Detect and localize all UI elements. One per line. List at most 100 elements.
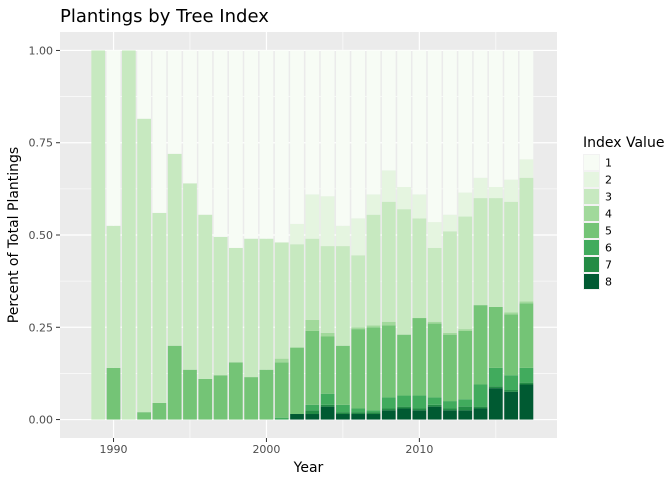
bar-segment-index-1 — [244, 50, 259, 239]
legend-title: Index Value — [583, 135, 664, 151]
bar-segment-index-6 — [458, 399, 473, 407]
bar-segment-index-3 — [137, 118, 151, 413]
y-tick-label: 1.00 — [29, 44, 54, 57]
bar-segment-index-7 — [397, 406, 411, 409]
bar-segment-index-7 — [488, 386, 503, 389]
bar-segment-index-3 — [336, 246, 350, 346]
x-axis-title: Year — [293, 460, 324, 476]
bar-segment-index-8 — [290, 414, 304, 420]
bar-segment-index-5 — [366, 327, 381, 411]
x-axis: 1990 2000 2010 — [100, 438, 433, 456]
bar-segment-index-5 — [381, 325, 396, 398]
legend-label-6: 6 — [605, 242, 612, 255]
x-tick-label: 1990 — [100, 443, 128, 456]
bar-segment-index-3 — [366, 214, 381, 326]
bar-segment-index-5 — [504, 314, 518, 376]
legend-swatch-6 — [584, 240, 599, 255]
bar-segment-index-1 — [106, 50, 121, 226]
x-tick-label: 2010 — [405, 443, 433, 456]
bar-segment-index-8 — [473, 408, 488, 420]
bar-segment-index-2 — [504, 179, 518, 202]
bar-segment-index-2 — [488, 187, 503, 199]
bar-segment-index-6 — [336, 404, 350, 413]
bar-segment-index-3 — [488, 198, 503, 307]
x-tick-label: 2000 — [252, 443, 280, 456]
bar-segment-index-6 — [320, 393, 335, 405]
bar-segment-index-5 — [244, 377, 259, 420]
bar-segment-index-1 — [167, 50, 182, 154]
bar-segment-index-4 — [320, 332, 335, 337]
bar-segment-index-3 — [458, 216, 473, 330]
bar-segment-index-7 — [336, 412, 350, 415]
bar-segment-index-7 — [412, 408, 427, 411]
bar-segment-index-6 — [274, 417, 289, 420]
bar-segment-index-1 — [152, 50, 167, 213]
bar-segment-index-3 — [259, 238, 274, 370]
bar-segment-index-8 — [504, 391, 518, 420]
bar-segment-index-3 — [381, 201, 396, 322]
bar-segment-index-1 — [274, 50, 289, 243]
bar-segment-index-1 — [519, 50, 534, 160]
bar-segment-index-8 — [412, 410, 427, 420]
bar-segment-index-5 — [259, 369, 274, 420]
bar-segment-index-5 — [106, 367, 121, 420]
bar-segment-index-8 — [397, 408, 411, 420]
bar-segment-index-2 — [519, 159, 534, 178]
bar-segment-index-4 — [427, 321, 442, 324]
bar-segment-index-6 — [427, 397, 442, 405]
bar-segment-index-2 — [305, 194, 320, 239]
chart-title: Plantings by Tree Index — [60, 6, 269, 27]
bar-segment-index-1 — [351, 50, 366, 219]
bar-segment-index-3 — [320, 246, 335, 333]
bar-segment-index-5 — [412, 318, 427, 396]
y-tick-label: 0.75 — [29, 137, 54, 150]
bar-segment-index-8 — [336, 414, 350, 420]
bar-segment-index-3 — [290, 244, 304, 348]
bar-segment-index-5 — [137, 412, 151, 420]
bar-segment-index-1 — [336, 50, 350, 226]
bar-segment-index-1 — [259, 50, 274, 239]
bar-segment-index-2 — [351, 218, 366, 256]
legend-label-8: 8 — [605, 276, 612, 289]
bar-segment-index-5 — [427, 323, 442, 398]
bar-segment-index-1 — [366, 50, 381, 195]
bar-segment-index-3 — [198, 214, 213, 379]
bar-segment-index-5 — [473, 305, 488, 385]
bar-segment-index-7 — [305, 410, 320, 415]
bar-segment-index-5 — [336, 345, 350, 405]
bar-segment-index-6 — [412, 395, 427, 409]
bar-segment-index-1 — [443, 50, 457, 215]
legend-swatch-8 — [584, 274, 599, 289]
bar-segment-index-1 — [412, 50, 427, 195]
bar-segment-index-2 — [458, 192, 473, 217]
bar-segment-index-3 — [504, 201, 518, 313]
legend-label-5: 5 — [605, 225, 612, 238]
bar-segment-index-8 — [381, 410, 396, 420]
bar-segment-index-5 — [458, 330, 473, 400]
bar-segment-index-6 — [366, 410, 381, 413]
bar-segment-index-3 — [519, 177, 534, 302]
bar-segment-index-5 — [198, 378, 213, 420]
bar-segment-index-1 — [305, 50, 320, 195]
legend-label-4: 4 — [605, 208, 612, 221]
bar-segment-index-8 — [366, 414, 381, 420]
bar-segment-index-8 — [519, 384, 534, 420]
bar-segment-index-5 — [519, 303, 534, 368]
bar-segment-index-3 — [106, 225, 121, 368]
bar-segment-index-2 — [397, 187, 411, 210]
bar-segment-index-3 — [274, 242, 289, 359]
bar-segment-index-4 — [381, 321, 396, 326]
bar-segment-index-2 — [381, 170, 396, 202]
bars — [91, 50, 534, 420]
legend-swatch-7 — [584, 257, 599, 272]
bar-segment-index-1 — [473, 50, 488, 178]
bar-segment-index-8 — [427, 406, 442, 420]
y-tick-label: 0.25 — [29, 321, 54, 334]
bar-segment-index-2 — [443, 214, 457, 232]
bar-segment-index-5 — [443, 334, 457, 402]
bar-segment-index-3 — [351, 255, 366, 328]
bar-segment-index-1 — [320, 50, 335, 197]
bar-segment-index-6 — [305, 404, 320, 411]
bar-segment-index-4 — [443, 332, 457, 335]
y-tick-label: 0.00 — [29, 414, 54, 427]
